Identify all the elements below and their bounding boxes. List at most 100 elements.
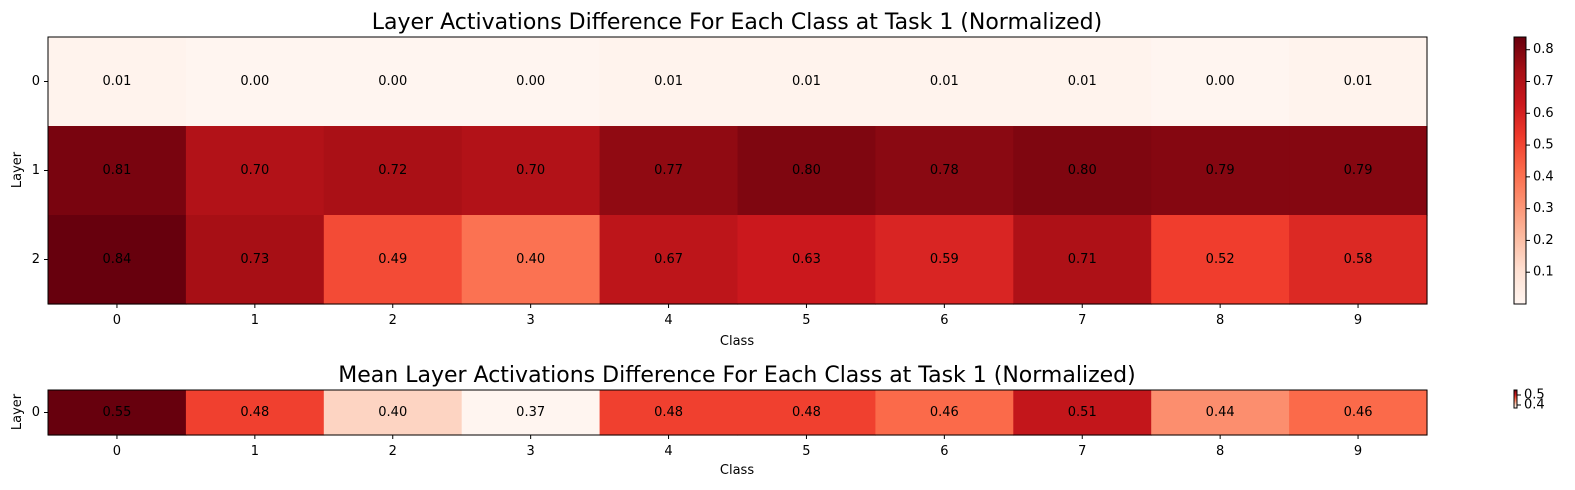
cell-value-label: 0.79 [1206,163,1235,178]
heatmap-cell [461,37,601,127]
heatmap-cell [875,126,1014,216]
heatmap-cell [1151,37,1290,127]
y-tick-label: 0 [32,405,40,420]
x-ticks-2: 0 1 2 3 4 5 6 7 8 9 [113,435,1362,459]
cell-value-label: 0.72 [378,163,407,178]
colorbar-tick-label: 0.5 [1533,138,1554,153]
cell-value-label: 0.44 [1206,405,1235,420]
x-tick-label: 9 [1354,444,1362,459]
x-tick-label: 6 [940,444,948,459]
cell-value-label: 0.48 [792,405,821,420]
heatmap-panel-2: Mean Layer Activations Difference For Ea… [10,363,1545,478]
heatmap-cell [599,390,739,436]
cell-value-label: 0.67 [654,252,683,267]
cell-value-label: 0.80 [1068,163,1097,178]
cell-value-label: 0.55 [102,405,131,420]
heatmap-cell [737,37,876,127]
colorbar-tick-label: 0.3 [1533,201,1554,216]
cell-value-label: 0.73 [240,252,269,267]
cell-value-label: 0.00 [240,74,269,89]
x-tick-label: 5 [802,313,810,328]
heatmap-cell [323,126,463,216]
x-tick-label: 4 [664,313,672,328]
heatmap-cell [737,126,876,216]
cell-value-label: 0.79 [1344,163,1373,178]
y-axis-label-1: Layer [10,151,25,188]
cell-value-label: 0.81 [102,163,131,178]
x-tick-label: 3 [527,444,535,459]
heatmap-cell [323,215,463,305]
heatmap-panel-1: Layer Activations Difference For Each Cl… [10,10,1554,349]
x-ticks-1: 0 1 2 3 4 5 6 7 8 9 [113,304,1362,328]
heatmap-cell [1289,37,1428,127]
cell-value-label: 0.70 [240,163,269,178]
cell-value-label: 0.48 [654,405,683,420]
cell-value-label: 0.46 [930,405,959,420]
x-tick-label: 8 [1216,444,1224,459]
cell-value-label: 0.77 [654,163,683,178]
heatmap-cell [48,126,187,216]
heatmap-cell [737,390,876,436]
cell-value-label: 0.00 [378,74,407,89]
cell-value-label: 0.70 [516,163,545,178]
heatmap-cell [737,215,876,305]
heatmap-cell [185,215,325,305]
x-axis-label-2: Class [720,463,754,478]
x-tick-label: 4 [664,444,672,459]
x-tick-label: 6 [940,313,948,328]
heatmap-cell [1289,390,1428,436]
heatmap-cell [599,215,739,305]
heatmap-cell [323,37,463,127]
cell-value-label: 0.01 [654,74,683,89]
cell-value-label: 0.37 [516,405,545,420]
cell-value-label: 0.40 [516,252,545,267]
colorbar-tick-label: 0.5 [1524,388,1545,403]
cell-value-label: 0.48 [240,405,269,420]
y-tick-label: 0 [32,74,40,89]
chart-title-2: Mean Layer Activations Difference For Ea… [338,363,1135,388]
heatmap-cell [461,126,601,216]
heatmap-cell [1289,215,1428,305]
heatmap-cell [185,37,325,127]
colorbar-tick-label: 0.7 [1533,74,1554,89]
cell-value-label: 0.58 [1344,252,1373,267]
heatmap-cell [599,37,739,127]
x-tick-label: 8 [1216,313,1224,328]
heatmap-cell [48,37,187,127]
cell-value-label: 0.52 [1206,252,1235,267]
x-tick-label: 7 [1078,313,1086,328]
cell-value-label: 0.40 [378,405,407,420]
heatmap-cell [323,390,463,436]
cell-value-label: 0.01 [930,74,959,89]
cell-value-label: 0.80 [792,163,821,178]
colorbar-tick-label: 0.8 [1533,42,1554,57]
x-tick-label: 1 [251,444,259,459]
heatmap-cell [1013,215,1152,305]
heatmap-cell [1013,126,1152,216]
cell-value-label: 0.00 [516,74,545,89]
heatmap-cell [1151,126,1290,216]
x-tick-label: 2 [389,313,397,328]
colorbar-ticks-2: 0.40.5 [1517,388,1545,413]
colorbar-tick-label: 0.4 [1524,398,1545,413]
heatmap-cell [1289,126,1428,216]
cell-value-label: 0.01 [102,74,131,89]
heatmap-cells-1 [48,37,1428,305]
colorbar-2 [1513,389,1518,409]
x-tick-label: 5 [802,444,810,459]
heatmap-cell [48,215,187,305]
y-tick-label: 2 [32,252,40,267]
heatmap-cell [1151,215,1290,305]
heatmap-cell [599,126,739,216]
cell-value-label: 0.00 [1206,74,1235,89]
heatmap-cell [875,390,1014,436]
heatmap-cell [1013,37,1152,127]
colorbar-1 [1513,36,1527,305]
heatmap-cells-2 [48,390,1428,436]
cell-value-label: 0.51 [1068,405,1097,420]
cell-value-label: 0.84 [102,252,131,267]
x-axis-label-1: Class [720,334,754,349]
x-tick-label: 7 [1078,444,1086,459]
heatmap-cell [1013,390,1152,436]
